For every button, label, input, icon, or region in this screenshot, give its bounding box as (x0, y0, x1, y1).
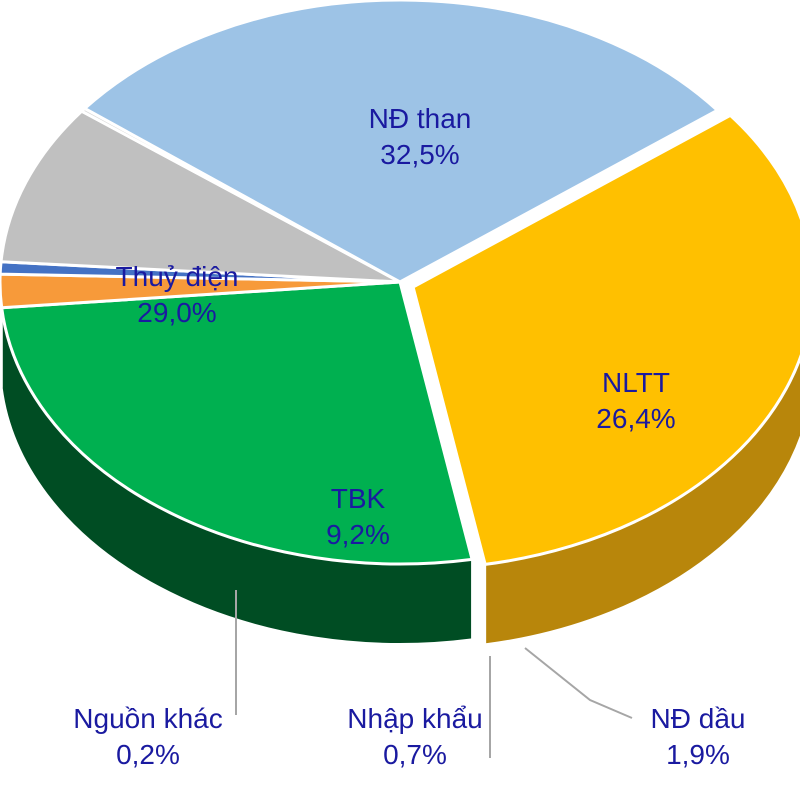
slice-value-3: 1,9% (666, 739, 730, 770)
leader-line-3 (524, 647, 633, 719)
slice-name-6: Nguồn khác (73, 703, 222, 734)
slice-labels: NĐ than 32,5% NLTT 26,4% NĐ dầu 1,9% Nhập khẩu… (73, 103, 745, 770)
leader-lines (235, 590, 633, 758)
slice-value-5: 9,2% (326, 519, 390, 550)
slice-name-3: NĐ dầu (651, 703, 746, 734)
slice-label-2: NLTT 26,4% (596, 367, 675, 434)
slice-value-2: 26,4% (596, 403, 675, 434)
pie-slice-2 (0, 280, 474, 566)
pie-slice-5 (0, 109, 402, 284)
slice-label-1: NĐ than 32,5% (369, 103, 472, 170)
pie-top-layer (0, 0, 800, 566)
slice-value-1: 32,5% (380, 139, 459, 170)
slice-value-4: 0,7% (383, 739, 447, 770)
slice-value-7: 29,0% (137, 297, 216, 328)
pie-slice-1 (411, 113, 800, 566)
slice-name-5: TBK (331, 483, 386, 514)
slice-label-6: Nguồn khác 0,2% (73, 703, 222, 770)
slice-name-1: NĐ than (369, 103, 472, 134)
slice-name-7: Thuỷ điện (116, 261, 239, 292)
slice-name-4: Nhập khẩu (347, 703, 482, 734)
slice-label-4: Nhập khẩu 0,7% (347, 703, 482, 770)
slice-label-3: NĐ dầu 1,9% (651, 703, 746, 770)
pie-slice-7 (83, 0, 719, 284)
slice-label-7: Thuỷ điện 29,0% (116, 261, 239, 328)
slice-name-2: NLTT (602, 367, 670, 398)
slice-value-6: 0,2% (116, 739, 180, 770)
slice-label-5: TBK 9,2% (326, 483, 390, 550)
